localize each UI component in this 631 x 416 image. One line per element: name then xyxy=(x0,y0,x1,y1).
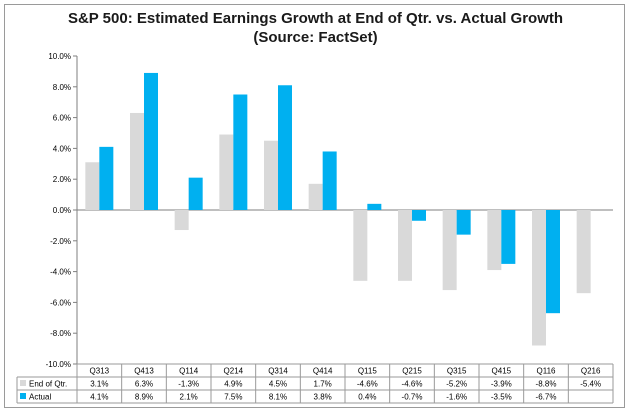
data-label: -1.6% xyxy=(446,393,467,402)
y-tick-label: -6.0% xyxy=(50,298,71,307)
data-label: 8.1% xyxy=(269,393,287,402)
bar-end-of-qtr xyxy=(308,183,323,210)
data-label: -3.5% xyxy=(491,393,512,402)
data-label: 2.1% xyxy=(180,393,198,402)
data-label: -4.6% xyxy=(402,380,423,389)
bar-actual xyxy=(278,85,292,210)
y-tick-label: 8.0% xyxy=(53,83,71,92)
legend-swatch xyxy=(20,393,26,399)
data-label: -4.6% xyxy=(357,380,378,389)
bar-actual xyxy=(546,210,560,314)
bar-actual xyxy=(456,210,471,235)
x-tick-label: Q215 xyxy=(402,367,422,376)
y-tick-label: 6.0% xyxy=(53,114,71,123)
bar-actual xyxy=(501,210,516,264)
bar-actual xyxy=(322,151,337,210)
data-label: -1.3% xyxy=(178,380,199,389)
chart-title: S&P 500: Estimated Earnings Growth at En… xyxy=(67,10,564,27)
data-label: -6.7% xyxy=(536,393,557,402)
y-tick-label: 2.0% xyxy=(53,175,71,184)
x-tick-label: Q313 xyxy=(90,367,110,376)
data-label: 3.8% xyxy=(314,393,332,402)
bar-end-of-qtr xyxy=(219,134,234,210)
chart-subtitle: (Source: FactSet) xyxy=(253,29,378,46)
y-tick-label: 10.0% xyxy=(48,52,71,61)
bar-actual xyxy=(99,146,114,210)
data-label: 1.7% xyxy=(314,380,332,389)
legend-label: Actual xyxy=(29,393,51,402)
bar-end-of-qtr xyxy=(576,210,591,294)
bar-actual xyxy=(188,177,203,210)
bar-actual xyxy=(144,72,158,210)
x-tick-label: Q314 xyxy=(268,367,288,376)
bar-end-of-qtr xyxy=(174,210,189,231)
bar-actual xyxy=(233,94,248,210)
bar-end-of-qtr xyxy=(398,210,412,281)
data-label: -8.8% xyxy=(536,380,557,389)
x-tick-label: Q415 xyxy=(492,367,512,376)
bar-end-of-qtr xyxy=(130,112,144,210)
legend-label: End of Qtr. xyxy=(29,380,67,389)
data-label: 4.5% xyxy=(269,380,287,389)
y-tick-label: -10.0% xyxy=(46,360,71,369)
x-tick-label: Q115 xyxy=(358,367,378,376)
x-tick-label: Q414 xyxy=(313,367,333,376)
y-tick-label: -2.0% xyxy=(50,237,71,246)
bar-end-of-qtr xyxy=(353,210,368,281)
data-label: 6.3% xyxy=(135,380,153,389)
x-tick-label: Q214 xyxy=(224,367,244,376)
x-tick-label: Q216 xyxy=(581,367,601,376)
bar-actual xyxy=(412,210,426,221)
y-tick-label: 4.0% xyxy=(53,144,71,153)
data-label: 3.1% xyxy=(90,380,108,389)
chart-frame xyxy=(4,4,625,408)
bar-end-of-qtr xyxy=(487,210,502,271)
bar-end-of-qtr xyxy=(85,162,100,210)
y-tick-label: -8.0% xyxy=(50,329,71,338)
data-label: 4.1% xyxy=(90,393,108,402)
data-label: 4.9% xyxy=(224,380,242,389)
y-tick-label: -4.0% xyxy=(50,268,71,277)
legend-swatch xyxy=(20,380,26,386)
bar-end-of-qtr xyxy=(442,210,457,291)
data-label: -3.9% xyxy=(491,380,512,389)
data-label: 7.5% xyxy=(224,393,242,402)
data-label: -5.2% xyxy=(446,380,467,389)
data-label: 8.9% xyxy=(135,393,153,402)
x-tick-label: Q413 xyxy=(134,367,154,376)
data-label: -5.4% xyxy=(580,380,601,389)
x-tick-label: Q315 xyxy=(447,367,467,376)
x-tick-label: Q116 xyxy=(537,367,557,376)
x-tick-label: Q114 xyxy=(179,367,199,376)
data-label: 0.4% xyxy=(358,393,376,402)
y-tick-label: 0.0% xyxy=(53,206,71,215)
bar-end-of-qtr xyxy=(532,210,546,346)
bar-end-of-qtr xyxy=(264,140,278,210)
data-label: -0.7% xyxy=(402,393,423,402)
bar-actual xyxy=(367,203,382,210)
